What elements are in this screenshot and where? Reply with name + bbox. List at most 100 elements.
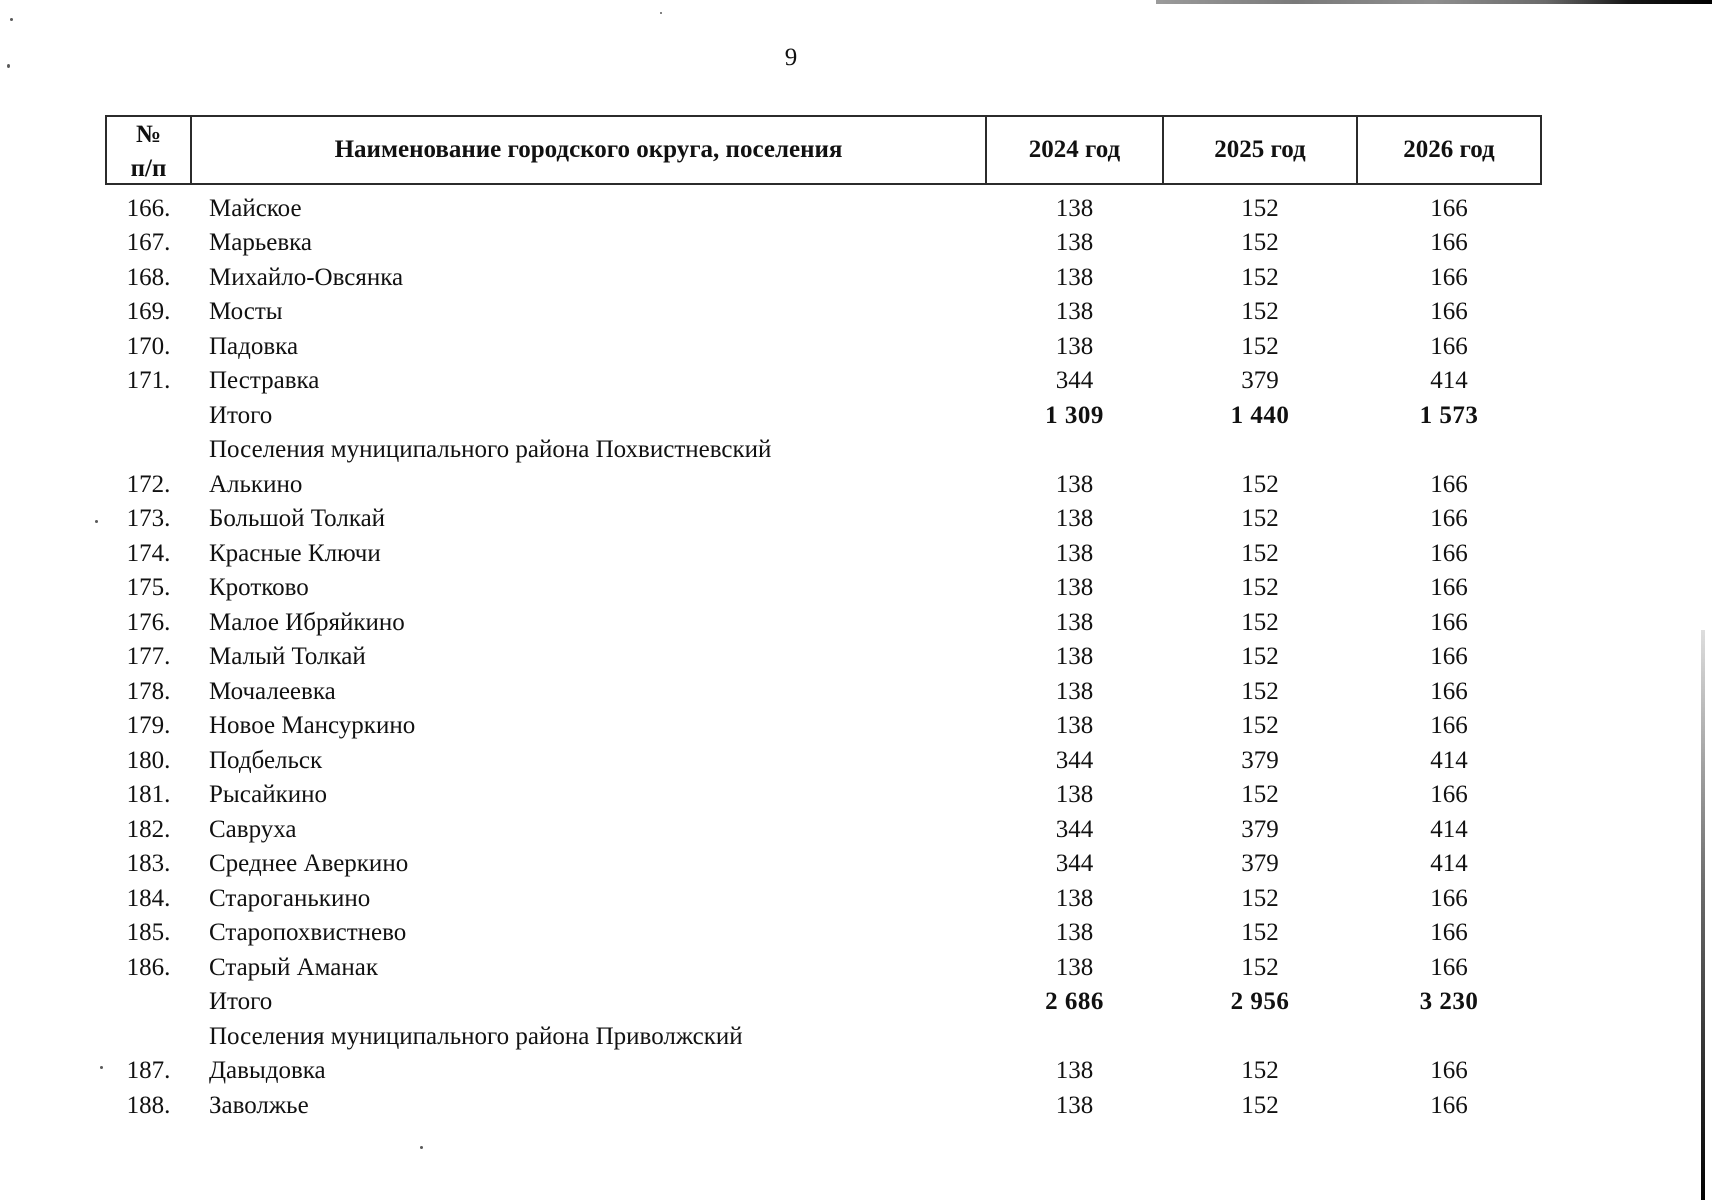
cell-value-2024: 138 (1055, 505, 1094, 533)
cell-value-2026: 414 (1430, 367, 1468, 395)
cell-value-2026: 166 (1430, 608, 1468, 636)
cell-value-2026: 166 (1430, 539, 1468, 567)
cell-value-2024: 138 (1055, 539, 1094, 567)
cell-row-number: 173. (126, 505, 171, 533)
header-cell-2025: 2025 год (1162, 115, 1358, 185)
table-row: 186. Старый Аманак 138 152 166 (106, 950, 1541, 985)
cell-settlement-name: Старый Аманак (209, 953, 379, 981)
table-section-row: Поселения муниципального района Приволжс… (106, 1019, 1541, 1054)
cell-value-2026: 166 (1430, 194, 1468, 222)
cell-value-2025: 152 (1241, 505, 1279, 533)
cell-value-2026: 166 (1430, 229, 1468, 257)
cell-value-2025: 152 (1241, 608, 1279, 636)
header-cell-2024: 2024 год (985, 115, 1164, 185)
table-row: 175. Кротково 138 152 166 (106, 571, 1541, 606)
header-cell-name: Наименование городского округа, поселени… (190, 115, 987, 185)
cell-settlement-name: Малое Ибряйкино (209, 608, 405, 636)
cell-section-title: Поселения муниципального района Похвистн… (209, 436, 772, 464)
cell-value-2026: 166 (1430, 781, 1468, 809)
cell-value-2025: 152 (1241, 643, 1279, 671)
cell-total-2025: 1 440 (1230, 401, 1290, 429)
cell-row-number: 175. (126, 574, 171, 602)
scan-artifact-speckle (660, 12, 662, 14)
table-row: 176. Малое Ибряйкино 138 152 166 (106, 605, 1541, 640)
cell-value-2024: 138 (1055, 298, 1094, 326)
table-row: 185. Старопохвистнево 138 152 166 (106, 916, 1541, 951)
cell-row-number: 167. (126, 229, 171, 257)
table-row: 183. Среднее Аверкино 344 379 414 (106, 847, 1541, 882)
cell-row-number: 186. (126, 953, 171, 981)
cell-value-2025: 152 (1241, 539, 1279, 567)
cell-settlement-name: Мочалеевка (209, 677, 336, 705)
scan-artifact-speckle (100, 1066, 103, 1069)
cell-row-number: 183. (126, 850, 171, 878)
cell-value-2025: 152 (1241, 919, 1279, 947)
cell-value-2024: 138 (1055, 884, 1094, 912)
cell-total-2026: 1 573 (1419, 401, 1479, 429)
cell-settlement-name: Старопохвистнево (209, 919, 407, 947)
scan-artifact-speckle (95, 520, 98, 523)
cell-row-number: 178. (126, 677, 171, 705)
table-header: № п/п Наименование городского округа, по… (105, 115, 1542, 185)
cell-value-2025: 152 (1241, 677, 1279, 705)
cell-value-2026: 166 (1430, 1057, 1468, 1085)
cell-value-2026: 166 (1430, 712, 1468, 740)
cell-value-2024: 138 (1055, 1091, 1094, 1119)
cell-settlement-name: Мосты (209, 298, 283, 326)
cell-row-number: 180. (126, 746, 171, 774)
table-row: 173. Большой Толкай 138 152 166 (106, 502, 1541, 537)
cell-settlement-name: Кротково (209, 574, 309, 602)
cell-value-2024: 344 (1055, 850, 1094, 878)
cell-total-label: Итого (209, 401, 273, 429)
table-body: 166. Майское 138 152 166 167. Марьевка 1… (106, 184, 1541, 1123)
header-number-sub: п/п (130, 155, 167, 182)
cell-row-number (106, 985, 191, 1020)
cell-value-2025: 379 (1241, 746, 1279, 774)
table-row: 172. Алькино 138 152 166 (106, 467, 1541, 502)
cell-row-number: 179. (126, 712, 171, 740)
cell-value-2025: 379 (1241, 367, 1279, 395)
scan-artifact-speckle (420, 1146, 423, 1149)
cell-settlement-name: Подбельск (209, 746, 323, 774)
table-row: 170. Падовка 138 152 166 (106, 329, 1541, 364)
cell-value-2024: 138 (1055, 229, 1094, 257)
cell-total-2024: 1 309 (1045, 401, 1104, 429)
cell-value-2026: 166 (1430, 884, 1468, 912)
cell-value-2024: 138 (1055, 608, 1094, 636)
table-row: 184. Староганькино 138 152 166 (106, 881, 1541, 916)
cell-settlement-name: Падовка (209, 332, 299, 360)
table-row: 177. Малый Толкай 138 152 166 (106, 640, 1541, 675)
cell-settlement-name: Староганькино (209, 884, 371, 912)
cell-value-2025: 152 (1241, 1057, 1279, 1085)
table-row: 187. Давыдовка 138 152 166 (106, 1054, 1541, 1089)
cell-value-2025: 152 (1241, 1091, 1279, 1119)
cell-value-2026: 166 (1430, 298, 1468, 326)
cell-settlement-name: Алькино (209, 470, 303, 498)
header-number-sign: № (135, 121, 162, 148)
cell-row-number: 172. (126, 470, 171, 498)
cell-value-2026: 414 (1430, 746, 1468, 774)
cell-total-2025: 2 956 (1230, 988, 1290, 1016)
cell-value-2024: 138 (1055, 919, 1094, 947)
cell-value-2025: 152 (1241, 194, 1279, 222)
cell-value-2024: 344 (1055, 815, 1094, 843)
cell-value-2024: 138 (1055, 194, 1094, 222)
cell-row-number: 187. (126, 1057, 171, 1085)
cell-value-2025: 152 (1241, 781, 1279, 809)
cell-value-2026: 166 (1430, 1091, 1468, 1119)
header-cell-2026: 2026 год (1356, 115, 1542, 185)
table-row: 180. Подбельск 344 379 414 (106, 743, 1541, 778)
cell-value-2024: 138 (1055, 643, 1094, 671)
cell-value-2026: 166 (1430, 919, 1468, 947)
cell-value-2025: 152 (1241, 332, 1279, 360)
table-row: 169. Мосты 138 152 166 (106, 295, 1541, 330)
cell-row-number: 166. (126, 194, 171, 222)
table-section-row: Поселения муниципального района Похвистн… (106, 433, 1541, 468)
cell-total-label: Итого (209, 988, 273, 1016)
table-row: 174. Красные Ключи 138 152 166 (106, 536, 1541, 571)
settlements-table: № п/п Наименование городского округа, по… (105, 115, 1542, 1123)
cell-value-2025: 152 (1241, 470, 1279, 498)
cell-row-number: 169. (126, 298, 171, 326)
cell-row-number: 176. (126, 608, 171, 636)
cell-row-number: 177. (126, 643, 171, 671)
